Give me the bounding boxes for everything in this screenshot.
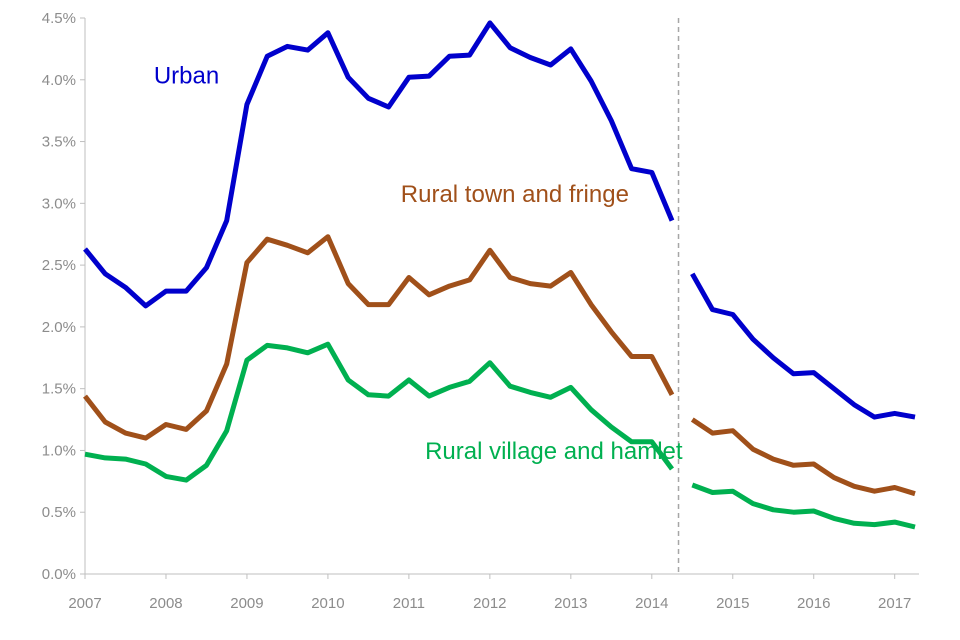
x-tick-label: 2013 (554, 595, 587, 612)
y-tick-label: 0.0% (42, 566, 76, 583)
x-tick-label: 2012 (473, 595, 506, 612)
series-line-rural-town-and-fringe-segment-1 (83, 234, 675, 441)
y-tick-label: 1.0% (42, 442, 76, 459)
y-tick-label: 4.5% (42, 10, 76, 27)
series-label-urban: Urban (154, 62, 219, 89)
series-group (83, 20, 916, 530)
x-tick-label: 2016 (797, 595, 830, 612)
x-tick-label: 2017 (878, 595, 911, 612)
series-label-rural-village-and-hamlet: Rural village and hamlet (425, 438, 683, 465)
series-line-rural-village-and-hamlet-segment-1 (84, 341, 675, 483)
y-tick-label: 3.5% (42, 134, 76, 151)
y-tick-label: 1.5% (42, 381, 76, 398)
y-tick-label: 3.0% (42, 195, 76, 212)
x-tick-label: 2008 (149, 595, 182, 612)
series-line-rural-village-and-hamlet-segment-2 (691, 482, 916, 530)
y-tick-label: 4.0% (42, 72, 76, 89)
y-tick-label: 0.5% (42, 504, 76, 521)
axes-group (80, 17, 919, 579)
series-line-rural-town-and-fringe-segment-2 (690, 417, 916, 497)
x-tick-label: 2015 (716, 595, 749, 612)
series-label-rural-town-and-fringe: Rural town and fringe (401, 181, 629, 208)
x-tick-label: 2014 (635, 595, 668, 612)
y-tick-label: 2.0% (42, 319, 76, 336)
x-tick-label: 2009 (230, 595, 263, 612)
y-tick-label: 2.5% (42, 257, 76, 274)
x-tick-label: 2007 (68, 595, 101, 612)
series-line-urban-segment-2 (690, 272, 916, 420)
series-line-urban-segment-1 (83, 20, 675, 309)
tick-labels-group: 0.0% 0.5% 1.0% 1.5% 2.0% 2.5% 3.0% 3.5% 4.0% 4.5%… (42, 10, 912, 612)
x-tick-label: 2011 (393, 595, 425, 612)
x-tick-label: 2010 (311, 595, 344, 612)
annotations-group: Urban Rural town and fringe Rural village … (154, 62, 683, 465)
